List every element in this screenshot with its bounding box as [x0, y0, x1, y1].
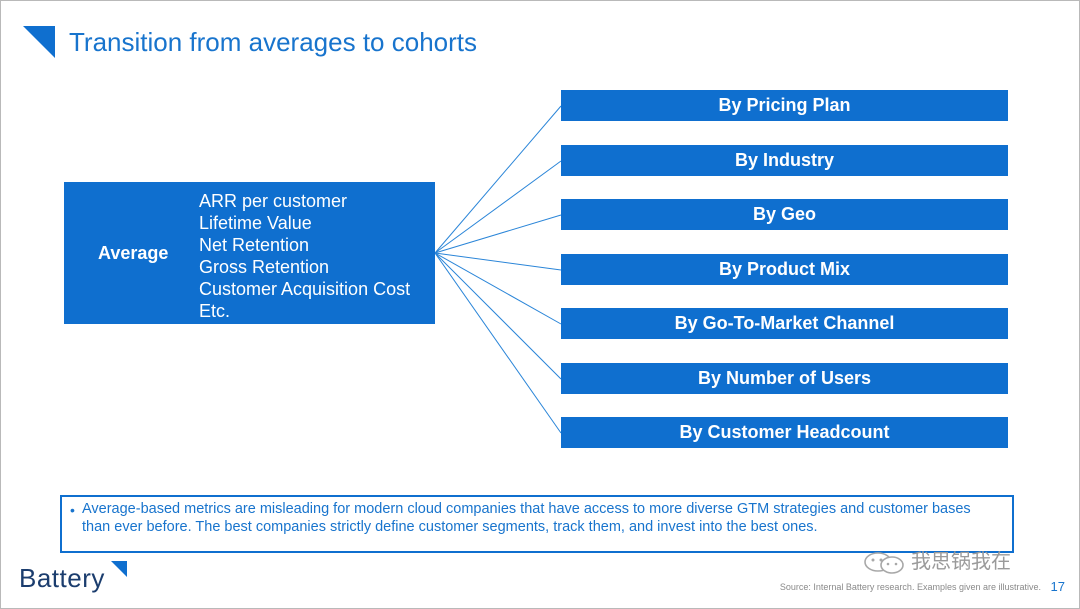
- title-corner-mark: [23, 26, 55, 58]
- logo-corner-mark: [111, 561, 127, 577]
- watermark: 我思锅我在: [863, 547, 1053, 577]
- cohort-customer-headcount: By Customer Headcount: [561, 417, 1008, 448]
- metric-item: Customer Acquisition Cost: [199, 279, 411, 299]
- metric-item: ARR per customer: [199, 191, 348, 211]
- cohort-pricing-plan: By Pricing Plan: [561, 90, 1008, 121]
- average-label: Average: [98, 243, 169, 263]
- metric-item: Net Retention: [199, 235, 310, 255]
- average-metrics-list: ARR per customer Lifetime Value Net Rete…: [199, 190, 410, 322]
- cohort-product-mix: By Product Mix: [561, 254, 1008, 285]
- page-number: 17: [1050, 579, 1065, 594]
- logo-wordmark: Battery: [19, 563, 105, 593]
- cohort-geo: By Geo: [561, 199, 1008, 230]
- metric-item: Gross Retention: [199, 257, 330, 277]
- note-text: Average-based metrics are misleading for…: [82, 501, 971, 535]
- battery-logo: Battery: [19, 561, 135, 597]
- cohort-industry: By Industry: [561, 145, 1008, 176]
- cohort-number-of-users: By Number of Users: [561, 363, 1008, 394]
- note-box: • Average-based metrics are misleading f…: [60, 495, 1014, 553]
- source-note: Source: Internal Battery research. Examp…: [779, 582, 1041, 592]
- note-bullet: •: [70, 502, 75, 518]
- average-box: Average ARR per customer Lifetime Value …: [64, 182, 435, 324]
- cohort-gtm-channel: By Go-To-Market Channel: [561, 308, 1008, 339]
- metric-item: Lifetime Value: [199, 213, 312, 233]
- metric-item: Etc.: [199, 301, 231, 321]
- slide-title: Transition from averages to cohorts: [69, 27, 477, 57]
- watermark-text: 我思锅我在: [911, 551, 1011, 573]
- chat-bubbles-icon: [864, 552, 904, 574]
